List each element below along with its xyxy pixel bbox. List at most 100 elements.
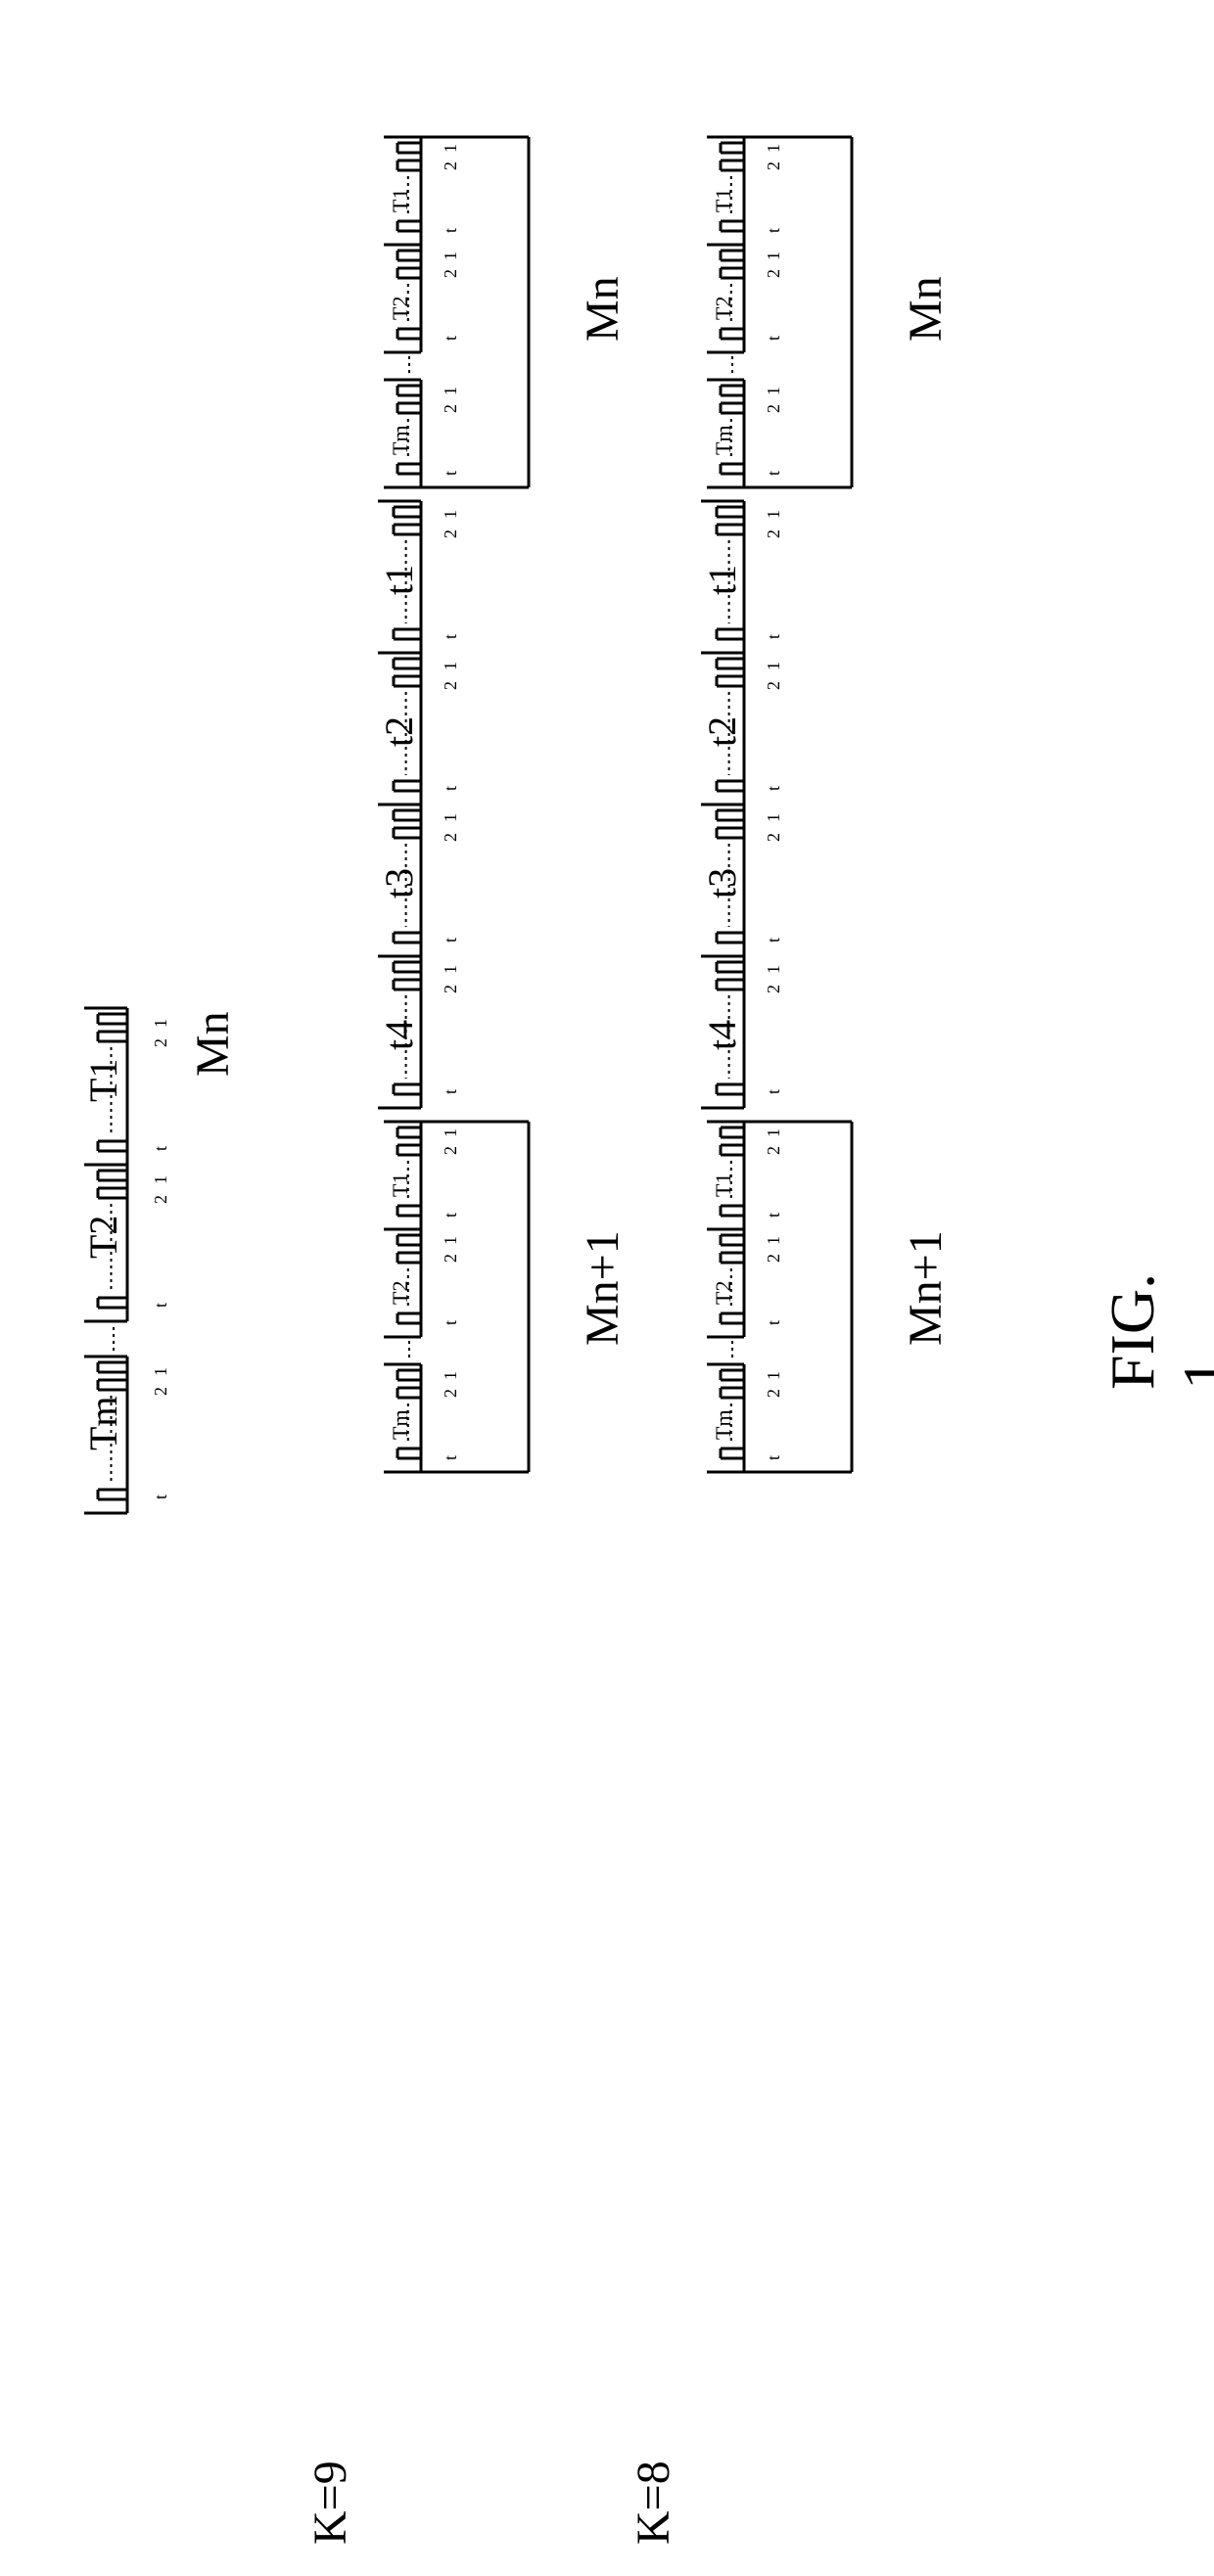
k9-t3-t: t bbox=[441, 938, 461, 943]
k8-L-Tm-1: 1 bbox=[764, 387, 784, 395]
top-Mn: Mn bbox=[186, 1011, 240, 1077]
k8-t3-2: 2 bbox=[764, 833, 784, 842]
k8-t3-1: 1 bbox=[764, 813, 784, 822]
top-Tm-2: 2 bbox=[151, 1387, 171, 1396]
k8-t4: t4 bbox=[699, 1020, 745, 1050]
k8-t1: t1 bbox=[699, 565, 745, 595]
k9-L-Tm: Tm bbox=[388, 425, 413, 455]
k9-L-T2-t: t bbox=[441, 336, 461, 341]
k8-L-T1-2: 2 bbox=[764, 161, 784, 170]
k9-L-T1: T1 bbox=[388, 189, 413, 212]
k8-L-T2-1: 1 bbox=[764, 252, 784, 260]
top-Tm-t: t bbox=[151, 1495, 171, 1499]
top-T1: T1 bbox=[80, 1059, 126, 1102]
k8-R-T2-1: 1 bbox=[764, 1236, 784, 1245]
figure-page: FIG. 1 K=9 K=8 MnT112tT212tTm12tT112tT21… bbox=[20, 20, 1194, 2556]
k9-t1-2: 2 bbox=[441, 529, 461, 538]
k8-R-T2: T2 bbox=[711, 1281, 736, 1305]
k9-R-Tm-t: t bbox=[441, 1455, 461, 1460]
k9-L-T2-1: 1 bbox=[441, 252, 461, 260]
k9-R-T1: T1 bbox=[388, 1173, 413, 1197]
k9-t3-2: 2 bbox=[441, 833, 461, 842]
k8-t2-t: t bbox=[764, 786, 784, 791]
k9-t2: t2 bbox=[376, 716, 422, 747]
k8-L-T1-t: t bbox=[764, 228, 784, 233]
k8-R-T2-2: 2 bbox=[764, 1254, 784, 1263]
k9-R-T2-t: t bbox=[441, 1320, 461, 1325]
k9-t1: t1 bbox=[376, 565, 422, 595]
k9-L-Tm-2: 2 bbox=[441, 404, 461, 413]
top-Tm: Tm bbox=[80, 1396, 126, 1450]
k8-L-Tm-2: 2 bbox=[764, 404, 784, 413]
k9-t4: t4 bbox=[376, 1020, 422, 1050]
k8-R-Tm-1: 1 bbox=[764, 1371, 784, 1380]
k8-R-T1-2: 2 bbox=[764, 1146, 784, 1155]
k8-R-Tm-t: t bbox=[764, 1455, 784, 1460]
k8-t1-2: 2 bbox=[764, 529, 784, 538]
k9-R-Tm: Tm bbox=[388, 1409, 413, 1440]
k8-t1-t: t bbox=[764, 634, 784, 639]
top-T2: T2 bbox=[80, 1216, 126, 1259]
k8-t4-1: 1 bbox=[764, 965, 784, 974]
top-T2-t: t bbox=[151, 1303, 171, 1308]
k8-L-T1-1: 1 bbox=[764, 144, 784, 153]
k8-R-Tm-2: 2 bbox=[764, 1389, 784, 1398]
k9-L-T2-2: 2 bbox=[441, 269, 461, 278]
k9-t1-1: 1 bbox=[441, 510, 461, 519]
k9-R-T2-1: 1 bbox=[441, 1236, 461, 1245]
k9-L-Tm-t: t bbox=[441, 471, 461, 476]
k8-t2: t2 bbox=[699, 716, 745, 747]
k8-L-T1: T1 bbox=[711, 189, 736, 212]
k8-t4-2: 2 bbox=[764, 985, 784, 993]
k8-Mn: Mn bbox=[899, 276, 953, 342]
k9-t2-2: 2 bbox=[441, 681, 461, 690]
top-T1-t: t bbox=[151, 1146, 171, 1151]
k8-R-Tm: Tm bbox=[711, 1409, 736, 1440]
k8-R-T1-1: 1 bbox=[764, 1128, 784, 1137]
k8-t2-1: 1 bbox=[764, 662, 784, 670]
top-T1-2: 2 bbox=[151, 1038, 171, 1047]
k8-L-T2-2: 2 bbox=[764, 269, 784, 278]
top-T2-1: 1 bbox=[151, 1175, 171, 1184]
k9-t3: t3 bbox=[376, 868, 422, 898]
k9-t4-t: t bbox=[441, 1089, 461, 1094]
k9-Mn1: Mn+1 bbox=[576, 1230, 630, 1346]
k8-R-T2-t: t bbox=[764, 1320, 784, 1325]
k9-R-T2: T2 bbox=[388, 1281, 413, 1305]
k8-L-Tm-t: t bbox=[764, 471, 784, 476]
k9-L-Tm-1: 1 bbox=[441, 387, 461, 395]
k9-t1-t: t bbox=[441, 634, 461, 639]
k8-Mn1: Mn+1 bbox=[899, 1230, 953, 1346]
k9-t4-2: 2 bbox=[441, 985, 461, 993]
top-T1-1: 1 bbox=[151, 1019, 171, 1028]
k8-R-T1-t: t bbox=[764, 1213, 784, 1218]
k9-Mn: Mn bbox=[576, 276, 630, 342]
k8-t2-2: 2 bbox=[764, 681, 784, 690]
k8-L-T2: T2 bbox=[711, 297, 736, 320]
k8-t4-t: t bbox=[764, 1089, 784, 1094]
k8-L-Tm: Tm bbox=[711, 425, 736, 455]
k8-t3-t: t bbox=[764, 938, 784, 943]
top-T2-2: 2 bbox=[151, 1195, 171, 1204]
timing-row-top bbox=[20, 998, 313, 1546]
k8-t3: t3 bbox=[699, 868, 745, 898]
k9-R-T1-1: 1 bbox=[441, 1128, 461, 1137]
figure-caption: FIG. 1 bbox=[1097, 1273, 1214, 1390]
k9-L-T1-t: t bbox=[441, 228, 461, 233]
k8-R-T1: T1 bbox=[711, 1173, 736, 1197]
k8-t1-1: 1 bbox=[764, 510, 784, 519]
k9-R-T1-2: 2 bbox=[441, 1146, 461, 1155]
k9-L-T2: T2 bbox=[388, 297, 413, 320]
k9-L-T1-2: 2 bbox=[441, 161, 461, 170]
k9-R-T2-2: 2 bbox=[441, 1254, 461, 1263]
k9-R-Tm-2: 2 bbox=[441, 1389, 461, 1398]
k9-L-T1-1: 1 bbox=[441, 144, 461, 153]
timing-row-k8 bbox=[597, 117, 910, 2525]
k8-L-T2-t: t bbox=[764, 336, 784, 341]
k9-t2-1: 1 bbox=[441, 662, 461, 670]
k9-t3-1: 1 bbox=[441, 813, 461, 822]
k9-t4-1: 1 bbox=[441, 965, 461, 974]
top-Tm-1: 1 bbox=[151, 1367, 171, 1376]
k9-R-Tm-1: 1 bbox=[441, 1371, 461, 1380]
k9-R-T1-t: t bbox=[441, 1213, 461, 1218]
